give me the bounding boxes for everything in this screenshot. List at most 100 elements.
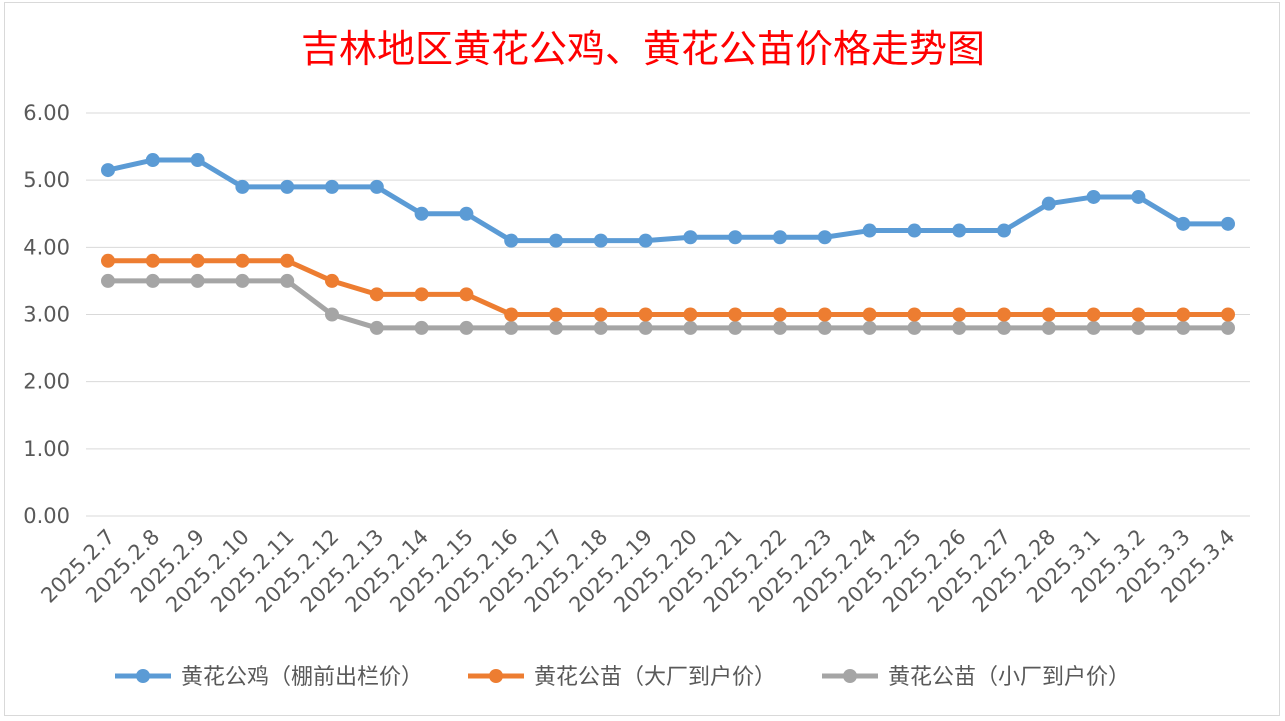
data-point — [414, 206, 429, 221]
data-point — [1221, 216, 1235, 231]
data-point — [325, 179, 339, 194]
data-point — [235, 273, 250, 288]
data-point — [862, 307, 877, 322]
data-point — [549, 320, 563, 335]
data-point — [817, 307, 832, 322]
data-point — [145, 253, 160, 268]
data-point — [907, 307, 922, 322]
data-point — [593, 320, 608, 335]
data-point — [414, 320, 429, 335]
data-point — [504, 307, 519, 322]
legend-label: 黄花公鸡（棚前出栏价） — [181, 665, 423, 690]
data-point — [728, 230, 743, 245]
y-tick-label: 1.00 — [23, 437, 70, 461]
data-point — [593, 233, 608, 248]
data-point — [145, 153, 160, 168]
gridlines — [86, 112, 1250, 517]
legend-swatch-marker — [843, 669, 857, 683]
data-point — [817, 320, 832, 335]
data-point — [1131, 320, 1146, 335]
data-point — [280, 179, 295, 194]
y-tick-label: 5.00 — [23, 168, 70, 192]
data-point — [1176, 307, 1191, 322]
data-point — [235, 253, 250, 268]
data-point — [728, 320, 743, 335]
legend: 黄花公鸡（棚前出栏价） 黄花公苗（大厂到户价） 黄花公苗（小厂到户价） — [115, 665, 1130, 690]
legend-item: 黄花公苗（大厂到户价） — [468, 665, 776, 690]
data-point — [638, 320, 653, 335]
legend-label: 黄花公苗（小厂到户价） — [888, 665, 1130, 690]
data-point — [1041, 320, 1056, 335]
data-point — [369, 320, 384, 335]
data-point — [369, 179, 384, 194]
data-point — [773, 307, 787, 322]
data-point — [683, 307, 698, 322]
data-point — [145, 273, 160, 288]
series-line — [107, 157, 1228, 244]
data-point — [1131, 189, 1146, 204]
data-point — [907, 320, 922, 335]
data-point — [593, 307, 608, 322]
data-point — [952, 307, 967, 322]
legend-item: 黄花公苗（小厂到户价） — [822, 665, 1130, 690]
y-tick-label: 2.00 — [23, 370, 70, 394]
series-line — [108, 278, 1228, 331]
data-point — [1221, 320, 1235, 335]
data-point — [1221, 307, 1235, 322]
data-point — [1086, 320, 1101, 335]
data-point — [683, 230, 698, 245]
series-group — [101, 273, 1235, 335]
series-group — [101, 153, 1235, 248]
y-tick-label: 0.00 — [23, 504, 70, 528]
data-point — [997, 307, 1011, 322]
data-point — [459, 320, 474, 335]
data-point — [638, 233, 653, 248]
data-point — [728, 307, 743, 322]
data-point — [773, 320, 787, 335]
y-axis-tick-labels: 0.00 1.00 2.00 3.00 4.00 5.00 6.00 — [23, 101, 70, 528]
data-point — [1086, 307, 1101, 322]
data-point — [101, 253, 115, 268]
chart-title: 吉林地区黄花公鸡、黄花公苗价格走势图 — [301, 27, 985, 71]
data-point — [997, 223, 1011, 238]
y-tick-label: 6.00 — [23, 101, 70, 125]
data-point — [369, 287, 384, 302]
data-point — [997, 320, 1011, 335]
data-point — [280, 253, 295, 268]
legend-swatch-marker — [489, 669, 503, 683]
data-point — [190, 153, 205, 168]
data-point — [1131, 307, 1146, 322]
data-point — [549, 307, 563, 322]
y-tick-label: 3.00 — [23, 303, 70, 327]
data-point — [952, 320, 967, 335]
data-point — [190, 253, 205, 268]
data-point — [817, 230, 832, 245]
data-point — [280, 273, 295, 288]
data-point — [101, 273, 115, 288]
y-tick-label: 4.00 — [23, 235, 70, 259]
data-point — [773, 230, 787, 245]
data-point — [1176, 320, 1191, 335]
data-point — [549, 233, 563, 248]
data-point — [683, 320, 698, 335]
data-point — [101, 163, 115, 178]
data-point — [325, 273, 339, 288]
legend-swatch-marker — [136, 669, 150, 683]
data-point — [862, 223, 877, 238]
data-point — [1086, 189, 1101, 204]
data-point — [1041, 307, 1056, 322]
data-point — [459, 206, 474, 221]
data-point — [325, 307, 339, 322]
data-point — [638, 307, 653, 322]
data-point — [459, 287, 474, 302]
series-lines — [101, 153, 1235, 335]
data-point — [504, 320, 519, 335]
data-point — [907, 223, 922, 238]
series-line — [108, 258, 1228, 317]
data-point — [414, 287, 429, 302]
legend-label: 黄花公苗（大厂到户价） — [534, 665, 776, 690]
legend-item: 黄花公鸡（棚前出栏价） — [115, 665, 423, 690]
series-group — [101, 253, 1235, 322]
data-point — [1176, 216, 1191, 231]
